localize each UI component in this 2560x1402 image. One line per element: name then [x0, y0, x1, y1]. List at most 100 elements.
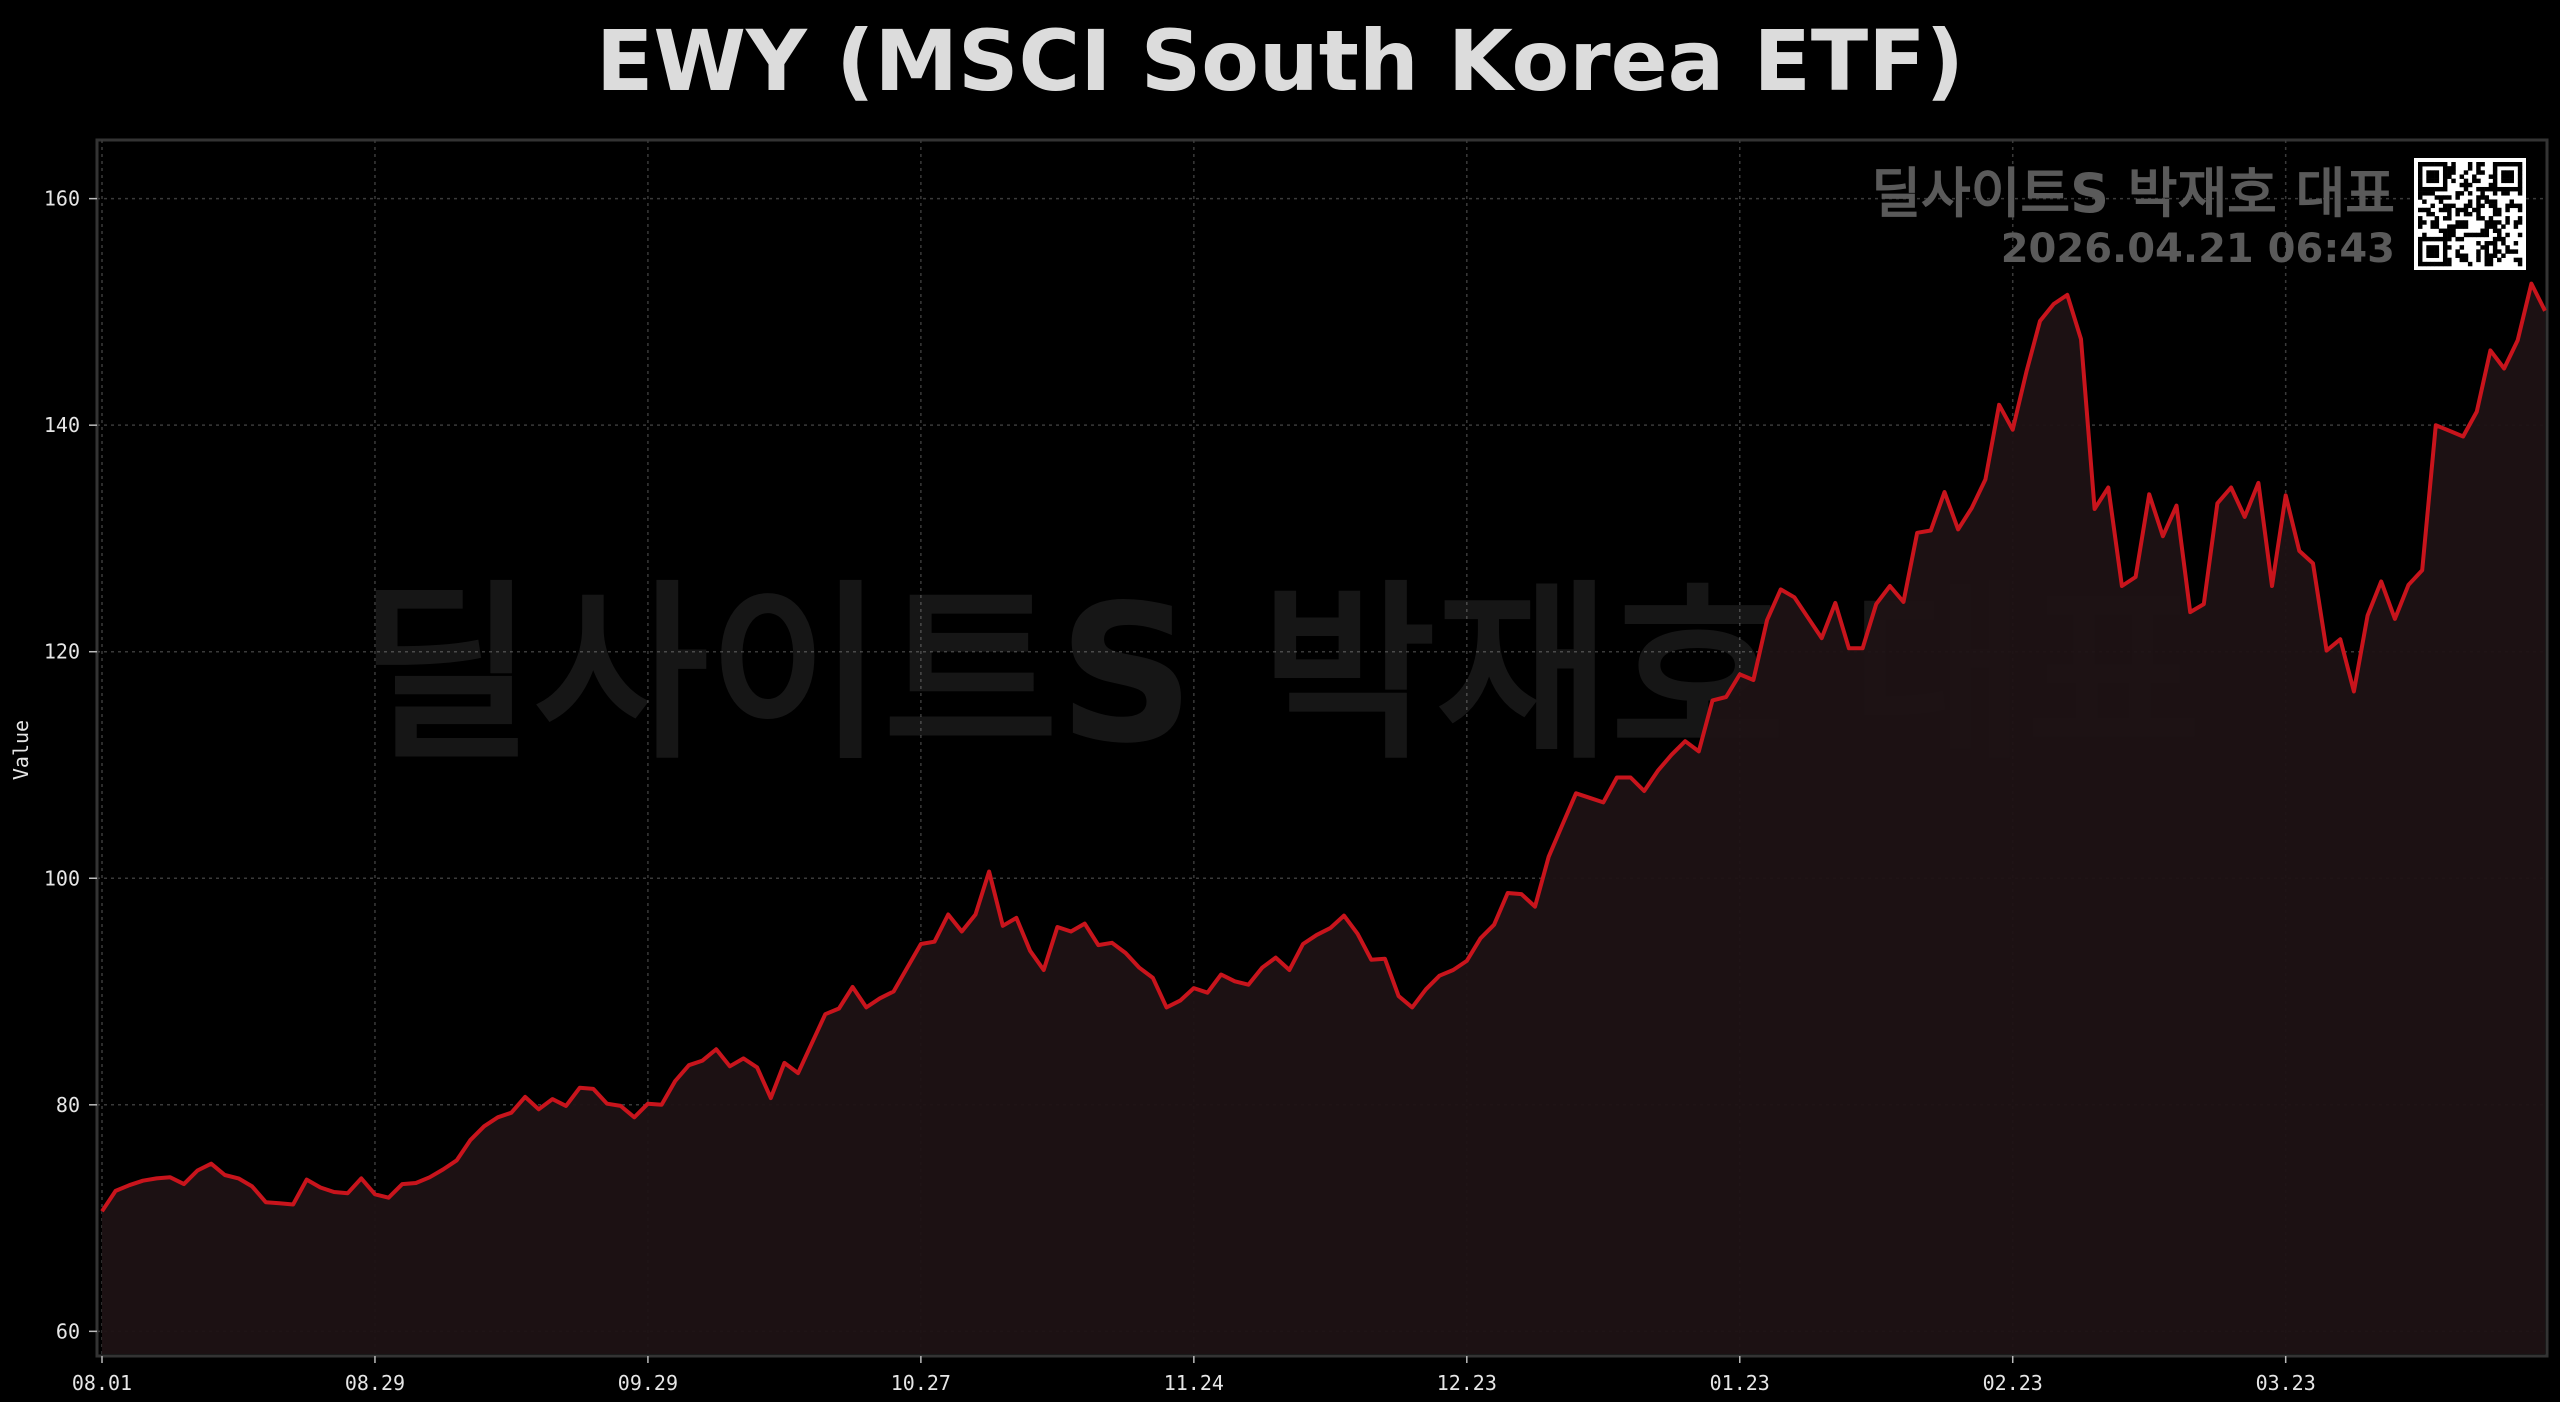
qr-module	[2492, 170, 2498, 175]
y-axis-label: Value	[9, 720, 33, 780]
qr-module	[2509, 186, 2514, 192]
qr-module	[2509, 174, 2514, 179]
qr-module	[2492, 166, 2498, 171]
qr-module	[2442, 174, 2448, 179]
qr-module	[2434, 174, 2440, 179]
qr-module	[2430, 245, 2435, 250]
qr-module	[2492, 191, 2498, 196]
y-tick-label: 120	[44, 640, 80, 664]
x-tick-label: 08.29	[345, 1371, 405, 1395]
qr-module	[2418, 220, 2423, 225]
qr-module	[2451, 224, 2456, 229]
qr-module	[2513, 203, 2519, 209]
qr-module	[2463, 186, 2469, 192]
qr-module	[2422, 207, 2427, 213]
qr-module	[2492, 236, 2498, 242]
qr-module	[2517, 170, 2523, 175]
qr-module	[2488, 216, 2494, 221]
qr-module	[2430, 249, 2435, 254]
qr-module	[2480, 191, 2485, 196]
qr-module	[2484, 195, 2490, 200]
x-tick-label: 09.29	[618, 1371, 678, 1395]
qr-module	[2505, 203, 2510, 209]
qr-module	[2418, 224, 2423, 229]
qr-module	[2430, 191, 2435, 196]
qr-module	[2459, 174, 2465, 179]
qr-module	[2426, 170, 2431, 175]
qr-module	[2505, 170, 2510, 175]
qr-module	[2467, 211, 2473, 217]
qr-module	[2492, 182, 2498, 188]
qr-module	[2442, 162, 2448, 167]
qr-module	[2442, 257, 2448, 263]
qr-module	[2434, 178, 2440, 184]
qr-module	[2430, 178, 2435, 184]
qr-module	[2418, 236, 2423, 242]
qr-module	[2492, 224, 2498, 229]
qr-module	[2422, 232, 2427, 238]
qr-module	[2517, 182, 2523, 188]
qr-module	[2497, 162, 2502, 167]
qr-module	[2459, 245, 2465, 250]
qr-module	[2513, 220, 2519, 225]
qr-module	[2488, 241, 2494, 246]
qr-module	[2476, 162, 2481, 167]
qr-module	[2438, 195, 2444, 200]
qr-module	[2418, 216, 2423, 221]
qr-module	[2492, 228, 2498, 234]
qr-module	[2492, 241, 2498, 246]
qr-module	[2418, 174, 2423, 179]
qr-module	[2505, 232, 2510, 238]
qr-module	[2497, 249, 2502, 254]
qr-module	[2517, 166, 2523, 171]
qr-module	[2472, 178, 2477, 184]
qr-module	[2418, 186, 2423, 192]
qr-module	[2488, 257, 2494, 263]
qr-module	[2442, 253, 2448, 258]
qr-module	[2497, 236, 2502, 242]
qr-module	[2447, 211, 2452, 217]
qr-module	[2480, 186, 2485, 192]
qr-module	[2476, 216, 2481, 221]
qr-module	[2459, 257, 2465, 263]
qr-module	[2434, 162, 2440, 167]
qr-module	[2513, 186, 2519, 192]
qr-module	[2480, 216, 2485, 221]
qr-module	[2501, 162, 2506, 167]
qr-module	[2476, 232, 2481, 238]
qr-module	[2451, 232, 2456, 238]
qr-module	[2517, 203, 2523, 209]
qr-module	[2447, 195, 2452, 200]
watermark-timestamp: 2026.04.21 06:43	[2001, 226, 2395, 272]
qr-module	[2513, 241, 2519, 246]
qr-module	[2438, 162, 2444, 167]
qr-module	[2517, 186, 2523, 192]
qr-module	[2463, 257, 2469, 263]
qr-module	[2517, 178, 2523, 184]
qr-module	[2418, 207, 2423, 213]
qr-module	[2422, 162, 2427, 167]
qr-module	[2484, 220, 2490, 225]
qr-module	[2434, 224, 2440, 229]
qr-module	[2488, 220, 2494, 225]
qr-module	[2467, 199, 2473, 204]
qr-module	[2467, 191, 2473, 196]
qr-module	[2442, 232, 2448, 238]
qr-module	[2488, 253, 2494, 258]
qr-module	[2480, 195, 2485, 200]
qr-module	[2497, 186, 2502, 192]
qr-module	[2505, 186, 2510, 192]
qr-module	[2455, 224, 2460, 229]
qr-module	[2422, 191, 2427, 196]
qr-module	[2455, 249, 2460, 254]
qr-module	[2451, 178, 2456, 184]
qr-module	[2418, 241, 2423, 246]
qr-module	[2463, 211, 2469, 217]
qr-module	[2472, 207, 2477, 213]
qr-module	[2426, 174, 2431, 179]
qr-module	[2497, 211, 2502, 217]
qr-module	[2501, 236, 2506, 242]
series-area	[102, 283, 2545, 1355]
qr-module	[2422, 261, 2427, 267]
